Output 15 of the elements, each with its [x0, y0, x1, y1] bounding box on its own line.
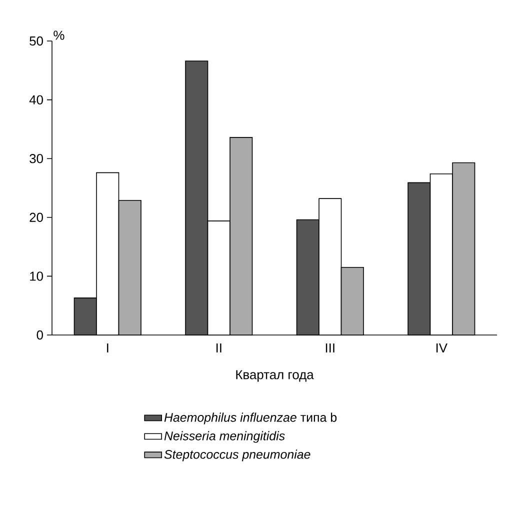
y-tick-label: 0	[36, 330, 43, 340]
y-axis-title: %	[54, 30, 64, 40]
x-tick-label: I	[107, 344, 108, 352]
y-tick-label: 20	[30, 212, 43, 222]
x-tick-label: IV	[436, 344, 448, 352]
y-tick-label: 40	[29, 95, 43, 104]
y-tick-label: 30	[30, 154, 43, 164]
legend-label: Neisseria meningitidis	[164, 431, 285, 443]
x-tick-label: II	[216, 344, 222, 352]
y-tick-label: 50	[30, 36, 43, 46]
x-axis-title: Квартал года	[236, 370, 314, 382]
legend-label: Steptococcus pneumoniae	[164, 450, 310, 462]
x-tick-label: III	[326, 344, 334, 352]
legend-label: Haemophilus influenzae типа b	[164, 412, 337, 424]
y-tick-label: 10	[30, 272, 43, 281]
